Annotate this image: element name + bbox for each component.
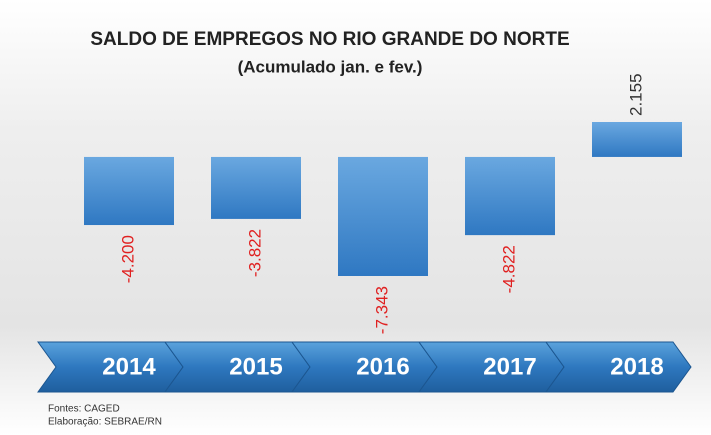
x-tick-label: 2016 — [356, 353, 409, 380]
credit: Elaboração: SEBRAE/RN — [48, 417, 162, 428]
x-tick-label: 2018 — [610, 353, 663, 380]
x-tick-label: 2015 — [229, 353, 282, 380]
chevron — [545, 341, 692, 393]
value-label: 2.155 — [626, 73, 645, 116]
x-tick-label: 2017 — [483, 353, 536, 380]
chart-title: SALDO DE EMPREGOS NO RIO GRANDE DO NORTE — [90, 29, 569, 50]
value-label: -4.822 — [499, 245, 518, 293]
source: Fontes: CAGED — [48, 404, 120, 415]
bar — [592, 122, 682, 157]
value-label: -3.822 — [245, 229, 264, 277]
value-label: -4.200 — [118, 235, 137, 283]
bar — [211, 156, 301, 219]
bar — [338, 156, 428, 276]
bar — [84, 156, 174, 226]
bar — [465, 156, 555, 236]
chart-subtitle: (Acumulado jan. e fev.) — [238, 57, 423, 76]
x-tick-label: 2014 — [102, 353, 156, 380]
value-label: -7.343 — [372, 286, 391, 334]
